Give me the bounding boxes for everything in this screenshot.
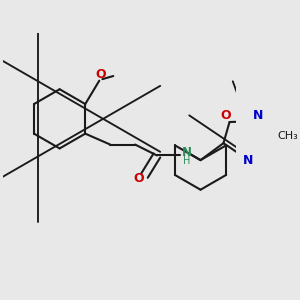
Text: N: N [243, 154, 253, 167]
Text: O: O [220, 109, 231, 122]
Text: O: O [133, 172, 143, 185]
Text: O: O [95, 68, 106, 81]
Text: N: N [253, 109, 264, 122]
Text: N: N [182, 146, 191, 159]
Text: H: H [183, 156, 190, 166]
Text: CH₃: CH₃ [278, 131, 298, 141]
